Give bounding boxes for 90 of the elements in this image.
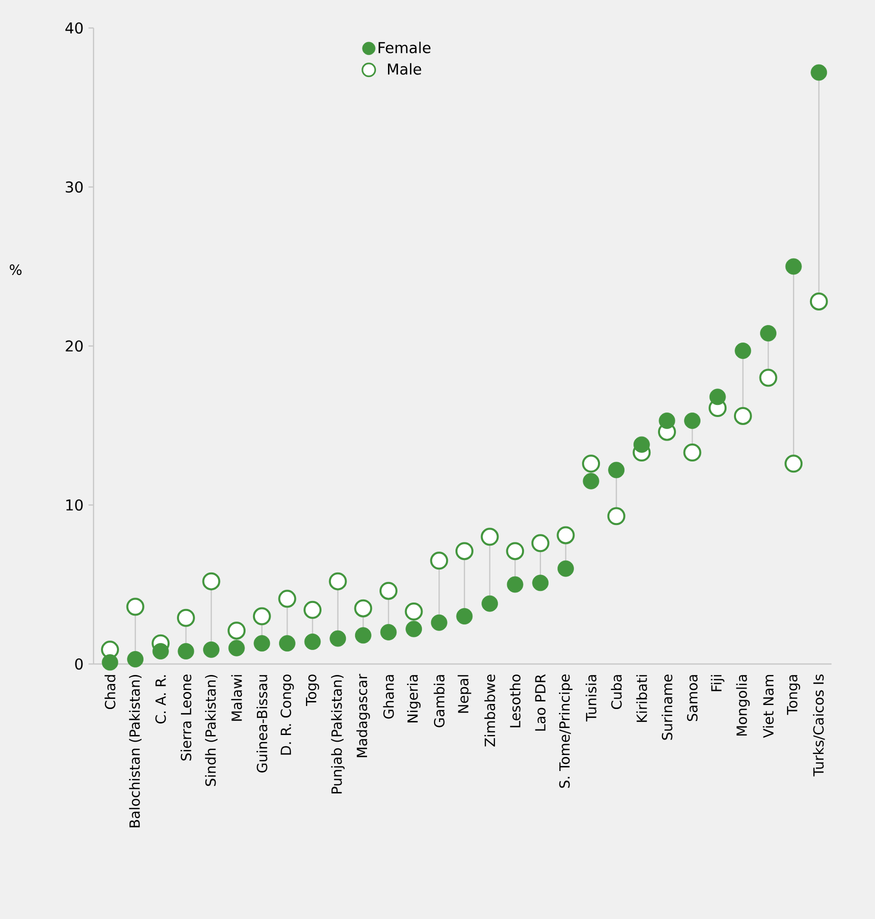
x-tick-label: Chad [104, 675, 116, 710]
point [430, 614, 448, 631]
y-tick-label: 20 [66, 340, 83, 352]
point [304, 600, 322, 619]
point [228, 622, 246, 640]
point [279, 635, 296, 652]
point [456, 608, 473, 624]
legend-label: Male [388, 63, 422, 75]
point [506, 542, 524, 560]
y-tick-label: 30 [66, 181, 83, 193]
point [203, 641, 220, 658]
y-tick-label: 10 [66, 499, 83, 511]
x-tick-label: Fiji [710, 675, 724, 692]
point [482, 595, 498, 612]
y-tick-label: 40 [65, 22, 83, 34]
point [330, 630, 346, 647]
point [176, 608, 195, 627]
point [202, 572, 220, 590]
point [354, 599, 372, 618]
point [709, 388, 726, 406]
point [734, 342, 752, 359]
point [278, 590, 296, 608]
x-tick-label: Nepal [458, 675, 472, 713]
point [633, 436, 650, 453]
x-tick-label: D. R. Congo [280, 674, 294, 755]
point [379, 582, 398, 600]
x-tick-label: Tunisia [586, 675, 596, 722]
point [304, 634, 321, 650]
x-tick-label: Viet Nam [762, 675, 774, 738]
x-tick-label: Cuba [610, 675, 622, 710]
point [558, 560, 574, 577]
x-tick-label: Turks/Caicos Is [812, 674, 825, 776]
point [252, 607, 271, 626]
x-tick-label: Malawi [231, 675, 242, 721]
x-tick-label: Guinea-Bissau [256, 675, 268, 772]
x-tick-label: Lesotho [510, 674, 520, 728]
point [785, 258, 802, 275]
point [658, 412, 676, 429]
x-tick-label: C. A. R. [155, 675, 166, 724]
point [328, 572, 347, 590]
point [126, 598, 144, 616]
point [506, 576, 524, 593]
point [683, 444, 702, 462]
point [607, 507, 626, 526]
point [684, 412, 700, 429]
point [228, 640, 245, 656]
point [380, 624, 397, 640]
x-tick-label: Gambia [434, 675, 445, 728]
x-tick-label: Zimbabwe [484, 674, 496, 746]
point [582, 454, 600, 473]
x-tick-label: Mongolia [736, 675, 750, 736]
point [102, 654, 118, 671]
point [127, 651, 144, 668]
x-tick-label: Madagascar [356, 674, 370, 758]
point [608, 462, 625, 478]
point [784, 454, 803, 473]
x-tick-label: Ghana [383, 675, 394, 719]
point [354, 627, 372, 644]
point [406, 620, 422, 638]
point [582, 472, 600, 490]
x-tick-label: Sindh (Pakistan) [205, 675, 218, 786]
point [531, 534, 550, 552]
x-tick-label: Suriname [662, 674, 672, 740]
x-tick-label: Samoa [687, 675, 698, 721]
point [810, 64, 828, 81]
point [556, 526, 575, 544]
x-tick-label: Nigeria [407, 675, 421, 722]
x-tick-label: Sierra Leone [180, 674, 192, 760]
x-tick-label: Togo [306, 674, 320, 706]
legend-label: Female [378, 42, 430, 54]
y-axis-title: % [10, 264, 22, 275]
point [430, 552, 448, 570]
point [760, 325, 776, 342]
point [178, 643, 194, 660]
x-tick-label: Tonga [787, 675, 800, 715]
y-tick-label: 0 [75, 658, 83, 670]
point [404, 602, 423, 621]
x-tick-label: Punjab (Pakistan) [331, 675, 345, 794]
x-tick-label: Balochistan (Pakistan) [129, 675, 142, 828]
x-tick-label: Kiribati [636, 675, 648, 722]
point [532, 574, 549, 592]
point [759, 368, 778, 387]
point [152, 643, 169, 660]
x-tick-label: Lao PDR [535, 674, 546, 731]
point [455, 542, 474, 560]
point [734, 406, 752, 425]
point [810, 292, 828, 310]
point [480, 528, 499, 546]
x-tick-label: S. Tome/Principe [558, 674, 572, 788]
point [254, 635, 270, 652]
